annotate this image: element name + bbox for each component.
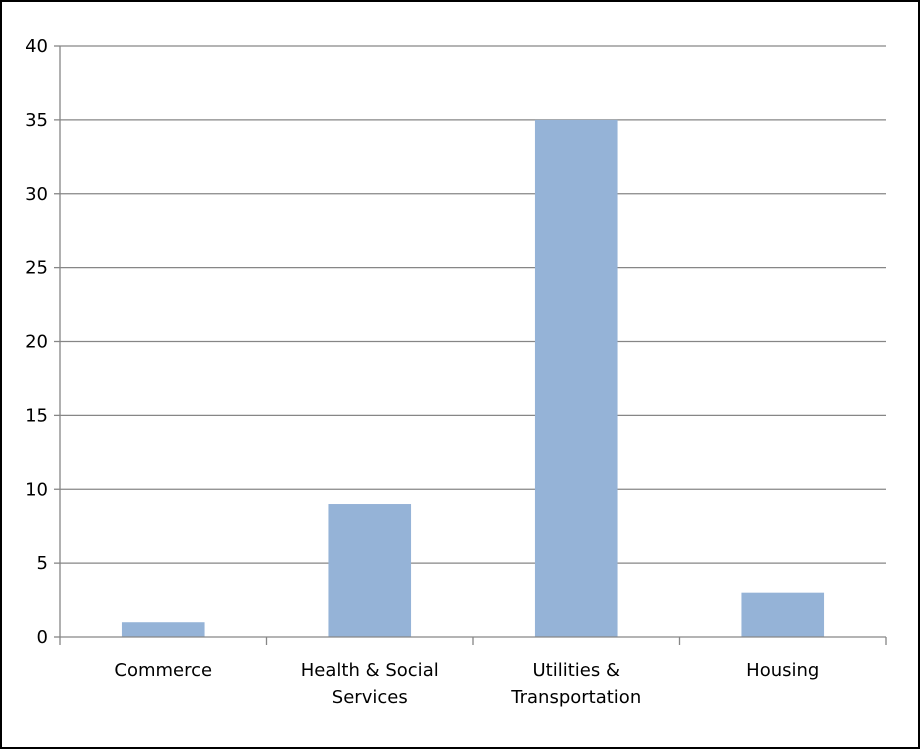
y-tick-label: 20 <box>25 332 48 353</box>
x-category-label: Commerce <box>114 660 212 681</box>
gridlines <box>60 45 886 564</box>
bar <box>328 504 412 637</box>
y-tick-label: 25 <box>25 258 48 279</box>
y-tick-label: 0 <box>37 627 48 648</box>
x-category-label: Health & Social Services <box>301 660 439 708</box>
bar <box>121 622 205 637</box>
bar <box>741 592 825 637</box>
y-tick-label: 10 <box>25 479 48 500</box>
x-category-label: Utilities & Transportation <box>510 660 641 708</box>
axes <box>54 45 887 645</box>
y-tick-label: 35 <box>25 110 48 131</box>
x-category-label: Housing <box>746 660 819 681</box>
y-tick-label: 40 <box>25 36 48 57</box>
y-tick-label: 30 <box>25 184 48 205</box>
x-category-labels: Commerce Health & Social Services Utilities… <box>114 660 819 708</box>
y-tick-labels: 0 5 10 15 20 25 30 35 40 <box>25 36 48 648</box>
y-tick-label: 5 <box>37 553 48 574</box>
y-tick-label: 15 <box>25 405 48 426</box>
bars <box>121 119 825 637</box>
bar <box>534 119 618 637</box>
